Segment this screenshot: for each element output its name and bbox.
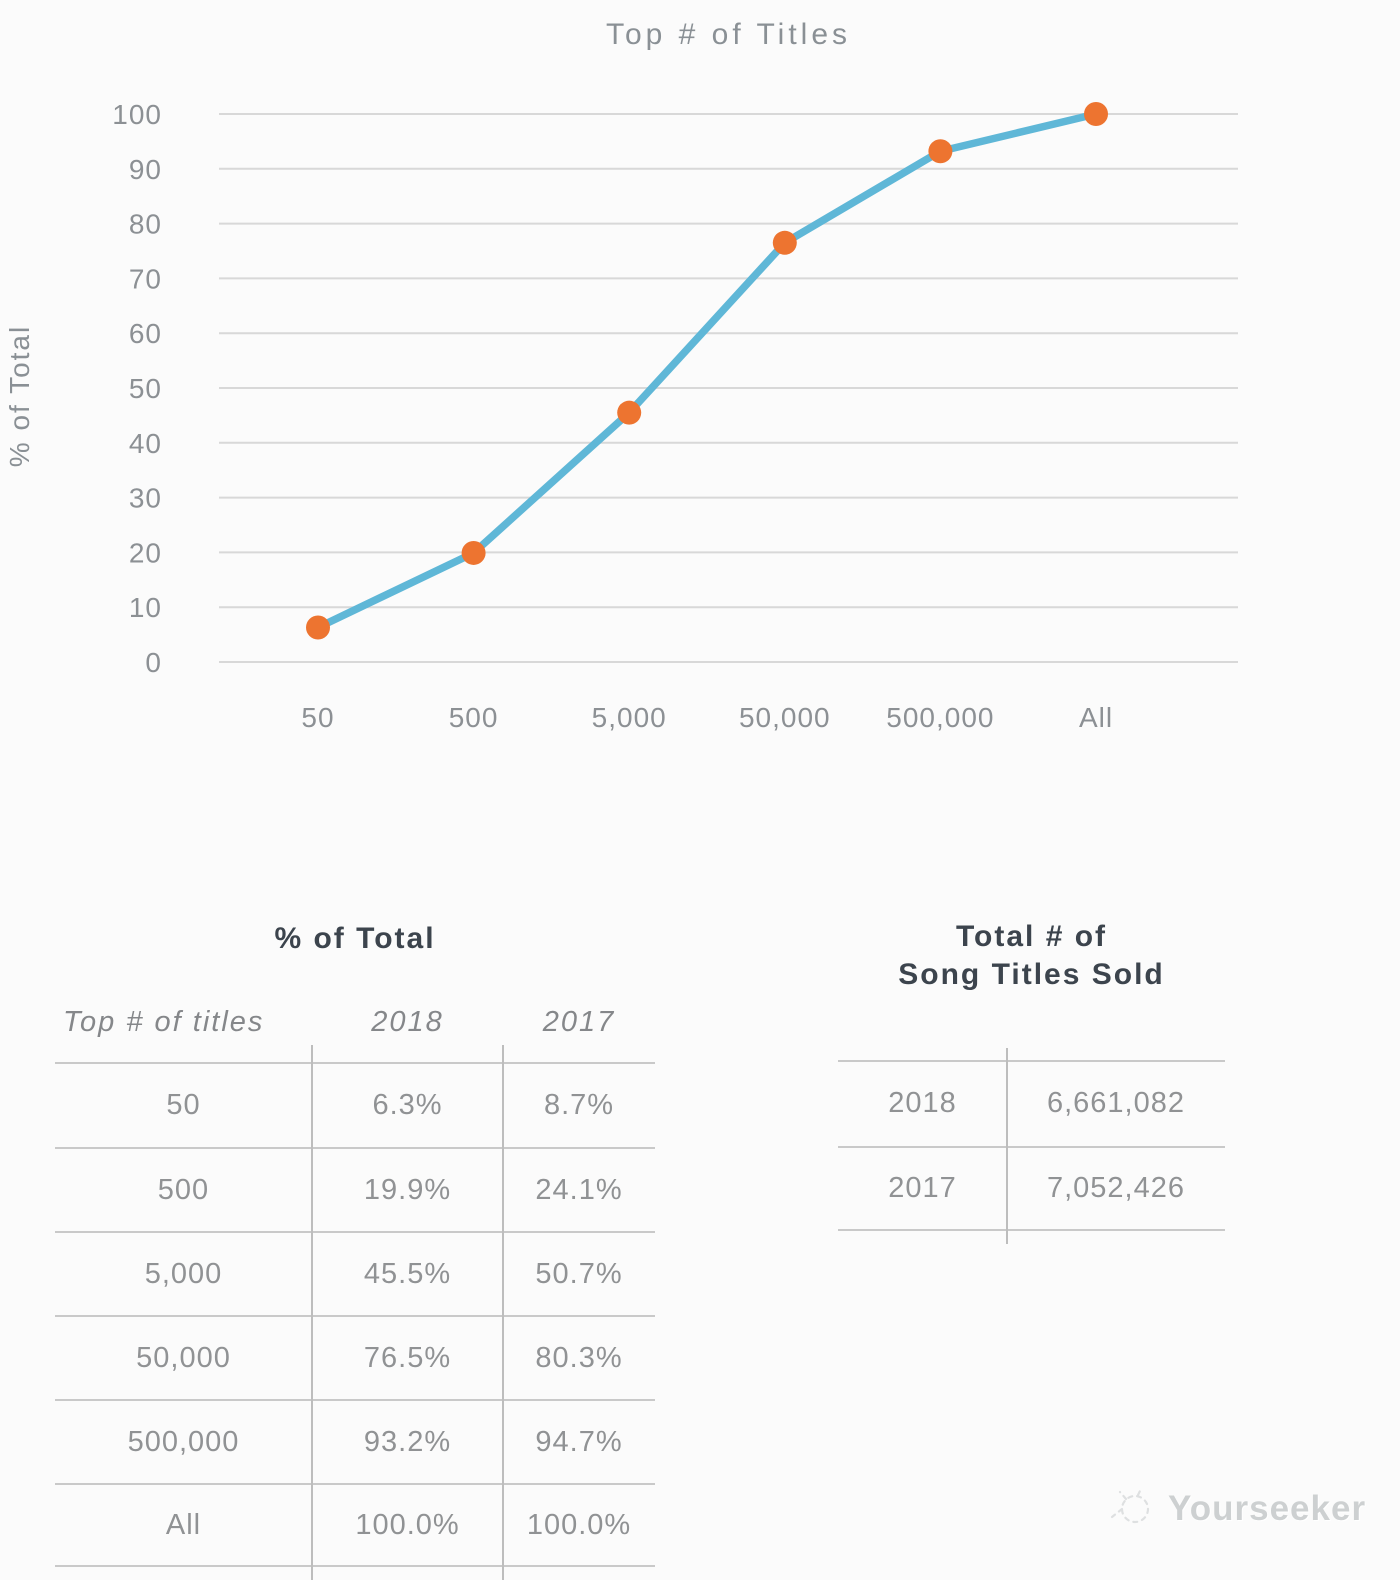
y-tick-label: 80 bbox=[129, 209, 162, 240]
pct-table-cell: 24.1% bbox=[503, 1147, 655, 1231]
watermark-label: Yourseeker bbox=[1168, 1489, 1367, 1528]
totals-table-cell: 7,052,426 bbox=[1007, 1146, 1225, 1231]
pct-table-cell: 76.5% bbox=[312, 1315, 503, 1399]
data-point bbox=[617, 400, 642, 425]
pct-table-title: % of Total bbox=[274, 922, 436, 955]
y-tick-label: 0 bbox=[145, 647, 162, 678]
y-tick-label: 90 bbox=[129, 154, 162, 185]
y-tick-label: 70 bbox=[129, 263, 162, 294]
pct-table-header: Top # of titles 2018 2017 bbox=[55, 1000, 655, 1044]
y-tick-label: 50 bbox=[129, 373, 162, 404]
line-chart: 0 10 20 30 40 50 60 70 80 90 100 50 500 5,000 50,000 50… bbox=[112, 99, 1238, 733]
pct-table-cell: 500,000 bbox=[55, 1399, 312, 1483]
totals-table-cell: 2018 bbox=[888, 1087, 957, 1119]
totals-table-title: Total # of Song Titles Sold bbox=[838, 918, 1225, 994]
table-rule bbox=[1006, 1048, 1008, 1244]
totals-table-body: 2018 6,661,082 2017 7,052,426 bbox=[838, 1061, 1225, 1231]
table-rule bbox=[55, 1062, 655, 1064]
pct-table-cell: 45.5% bbox=[312, 1231, 503, 1315]
pct-table-cell: All bbox=[55, 1483, 312, 1567]
data-point bbox=[306, 615, 330, 640]
pct-table-cell: 93.2% bbox=[312, 1399, 503, 1483]
table-rule bbox=[311, 1045, 313, 1580]
pct-table-cell: 94.7% bbox=[503, 1399, 655, 1483]
pct-table-cell: 100.0% bbox=[503, 1483, 655, 1567]
pct-table-cell: 5,000 bbox=[55, 1231, 312, 1315]
data-point bbox=[928, 139, 953, 164]
pct-table-body: 50 6.3% 8.7% 500 19.9% 24.1% 5,000 45.5% 50.7% 50… bbox=[55, 1063, 655, 1567]
pct-table-cell: 19.9% bbox=[312, 1147, 503, 1231]
y-tick-label: 100 bbox=[112, 99, 162, 130]
totals-table-title-line2: Song Titles Sold bbox=[898, 958, 1165, 991]
pct-table-cell: 8.7% bbox=[543, 1088, 615, 1121]
pct-column-header: 2017 bbox=[542, 1005, 616, 1038]
x-tick-label: 50 bbox=[301, 702, 334, 733]
table-rule bbox=[838, 1060, 1225, 1062]
data-point bbox=[461, 540, 486, 565]
y-tick-label: 10 bbox=[129, 592, 162, 623]
x-tick-label: 50,000 bbox=[739, 702, 831, 733]
data-point bbox=[772, 230, 797, 255]
pct-table-cell: 50.7% bbox=[503, 1231, 655, 1315]
x-tick-label: All bbox=[1079, 702, 1113, 733]
chart-title: Top # of Titles bbox=[605, 18, 852, 51]
pct-table-cell: 80.3% bbox=[503, 1315, 655, 1399]
y-tick-label: 30 bbox=[129, 483, 162, 514]
series-line bbox=[314, 110, 1100, 632]
x-tick-label: 5,000 bbox=[592, 702, 667, 733]
pct-table-cell: 50,000 bbox=[55, 1315, 312, 1399]
table-rule bbox=[502, 1045, 504, 1580]
watermark: Yourseeker bbox=[1108, 1484, 1366, 1534]
x-tick-label: 500 bbox=[449, 702, 499, 733]
totals-table-title-line1: Total # of bbox=[955, 920, 1108, 953]
pct-table-cell: 500 bbox=[55, 1147, 312, 1231]
pct-table-cell: 6.3% bbox=[372, 1088, 443, 1121]
pct-table-cell: 50 bbox=[166, 1088, 201, 1121]
pct-column-header: 2018 bbox=[371, 1005, 444, 1038]
pct-table-cell: 100.0% bbox=[312, 1483, 503, 1567]
x-tick-label: 500,000 bbox=[886, 702, 994, 733]
yourseeker-logo-icon bbox=[1110, 1487, 1150, 1524]
totals-table-cell: 2017 bbox=[838, 1146, 1007, 1231]
y-tick-label: 20 bbox=[129, 537, 162, 568]
y-tick-label: 60 bbox=[129, 318, 162, 349]
y-tick-label: 40 bbox=[129, 428, 162, 459]
pct-column-header: Top # of titles bbox=[63, 1005, 265, 1038]
data-point bbox=[1084, 102, 1108, 126]
totals-table-cell: 6,661,082 bbox=[1046, 1087, 1185, 1119]
